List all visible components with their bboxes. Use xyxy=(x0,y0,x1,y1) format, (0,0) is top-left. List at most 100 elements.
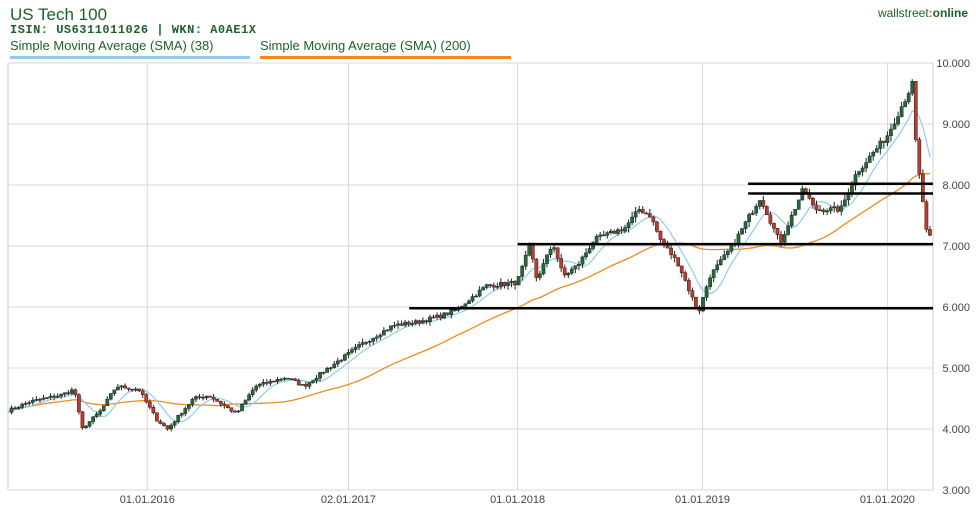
candle-up xyxy=(364,342,368,344)
candle-down xyxy=(559,258,564,269)
candle-up xyxy=(98,410,103,415)
candle-down xyxy=(644,212,649,215)
y-tick-label: 4.000 xyxy=(942,424,970,436)
y-tick-label: 7.000 xyxy=(942,241,970,253)
legend-sma200[interactable]: Simple Moving Average (SMA) (200) xyxy=(260,38,511,59)
candle-down xyxy=(601,234,606,237)
candle-down xyxy=(690,290,695,298)
candle-up xyxy=(474,295,478,298)
candle-up xyxy=(332,363,337,368)
candle-down xyxy=(488,284,493,286)
candle-down xyxy=(52,395,56,398)
candle-up xyxy=(892,123,897,130)
candle-up xyxy=(346,351,351,355)
candle-down xyxy=(265,382,269,384)
candle-up xyxy=(442,312,447,319)
y-tick-label: 3.000 xyxy=(942,485,970,497)
candle-down xyxy=(679,265,684,274)
candle-up xyxy=(839,205,844,212)
brand-part1: wallstreet xyxy=(877,6,929,20)
candle-up xyxy=(105,398,110,406)
candle-up xyxy=(701,297,705,312)
candle-down xyxy=(917,139,922,175)
candle-up xyxy=(59,393,64,397)
candle-up xyxy=(616,229,620,234)
candle-up xyxy=(169,424,173,430)
candle-up xyxy=(130,388,134,391)
candle-down xyxy=(658,230,663,240)
candle-down xyxy=(640,209,645,214)
candle-down xyxy=(513,281,517,286)
candle-up xyxy=(311,380,315,383)
candle-down xyxy=(835,206,840,212)
candle-down xyxy=(768,214,773,224)
candle-up xyxy=(637,209,642,212)
candle-up xyxy=(867,155,872,163)
candle-down xyxy=(761,200,766,207)
candle-down xyxy=(683,272,688,281)
candle-up xyxy=(41,397,46,400)
candle-down xyxy=(137,388,142,392)
candle-down xyxy=(80,411,85,428)
candle-down xyxy=(676,257,681,267)
brand-separator: : xyxy=(928,6,933,20)
candle-up xyxy=(360,342,365,345)
candle-up xyxy=(633,211,638,218)
candle-up xyxy=(711,269,716,279)
brand-logo[interactable]: wallstreet:online xyxy=(878,6,968,20)
candle-up xyxy=(605,232,610,236)
candle-up xyxy=(413,320,418,324)
candle-up xyxy=(825,210,829,213)
x-tick-label: 01.01.2016 xyxy=(120,494,175,506)
candle-up xyxy=(62,392,67,395)
candle-up xyxy=(55,395,60,398)
candle-down xyxy=(651,216,656,223)
x-tick-label: 02.01.2017 xyxy=(321,494,376,506)
legend-sma38-swatch xyxy=(10,56,250,59)
candle-down xyxy=(218,401,223,405)
candle-down xyxy=(502,282,507,286)
candle-up xyxy=(20,403,25,408)
candle-down xyxy=(417,320,422,324)
legend-sma200-swatch xyxy=(260,56,511,59)
candle-up xyxy=(598,234,603,237)
candle-down xyxy=(73,389,78,395)
candle-down xyxy=(530,244,535,260)
candle-down xyxy=(814,204,819,211)
candle-up xyxy=(796,199,801,210)
candle-up xyxy=(116,386,120,391)
candle-down xyxy=(77,394,81,413)
candle-up xyxy=(389,325,393,331)
candle-down xyxy=(775,228,780,236)
candle-down xyxy=(226,405,230,408)
candle-down xyxy=(197,396,202,398)
candle-up xyxy=(591,242,595,249)
candle-up xyxy=(566,272,571,276)
candle-down xyxy=(452,309,457,312)
candle-up xyxy=(481,287,486,291)
candle-up xyxy=(382,330,386,336)
candle-down xyxy=(66,392,71,394)
candle-up xyxy=(325,368,329,373)
candle-up xyxy=(860,167,865,172)
legend-sma38[interactable]: Simple Moving Average (SMA) (38) xyxy=(10,38,250,59)
candle-up xyxy=(108,393,113,400)
candle-down xyxy=(562,267,567,276)
candle-up xyxy=(903,101,907,107)
candle-up xyxy=(300,384,305,386)
candle-down xyxy=(140,390,145,395)
candle-up xyxy=(282,377,287,380)
candle-down xyxy=(431,316,436,319)
candle-up xyxy=(906,93,911,102)
candle-up xyxy=(84,425,88,428)
candle-down xyxy=(772,223,776,229)
candle-up xyxy=(516,276,521,286)
candle-up xyxy=(818,209,822,212)
candle-up xyxy=(112,389,117,394)
candle-up xyxy=(357,344,361,348)
candle-up xyxy=(279,378,283,381)
candle-down xyxy=(151,407,156,413)
candle-down xyxy=(555,247,560,259)
candle-down xyxy=(13,407,17,410)
